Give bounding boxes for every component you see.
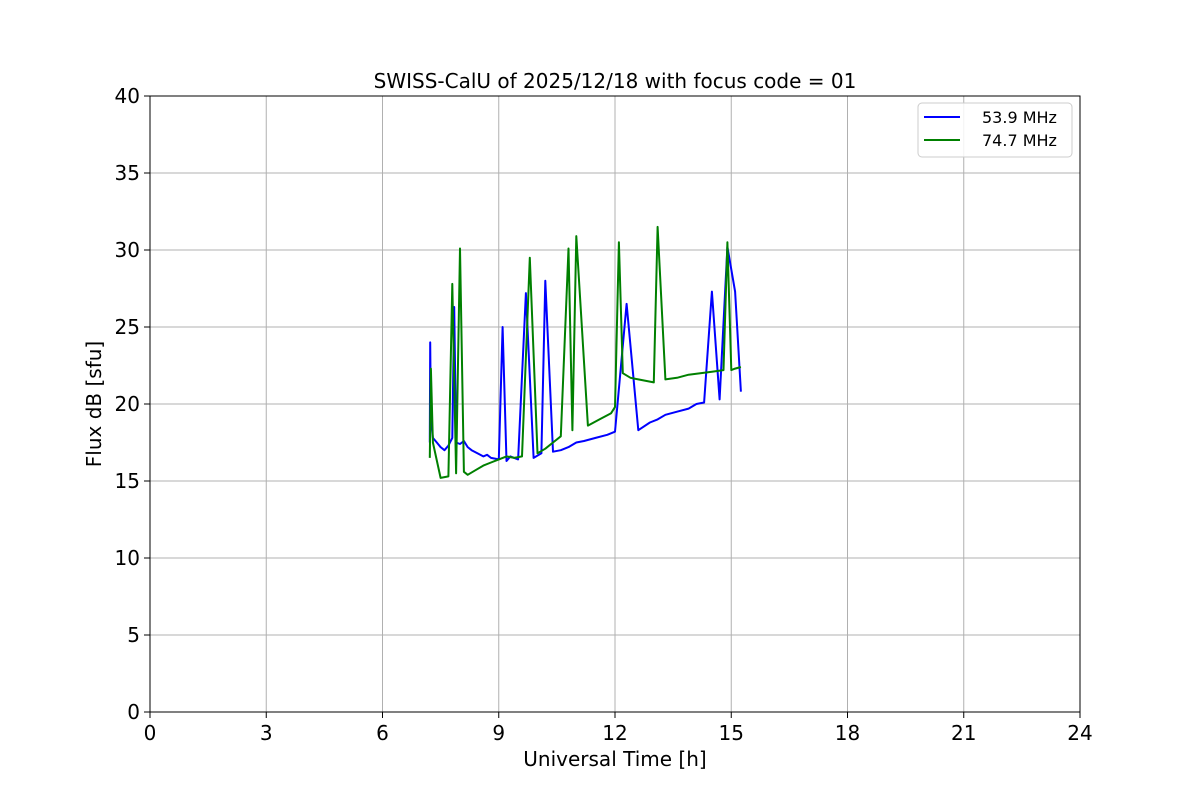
y-tick-label: 20: [115, 392, 140, 416]
y-tick-label: 25: [115, 315, 140, 339]
series-line-74-7-mhz: [428, 225, 742, 479]
y-tick-label: 40: [115, 84, 140, 108]
y-tick-label: 30: [115, 238, 140, 262]
x-tick-label: 18: [835, 721, 860, 745]
y-tick-label: 10: [115, 546, 140, 570]
y-tick-label: 35: [115, 161, 140, 185]
axis-ticks: 0 3 6 9 12 15 18 21 24 0 5 10 15 20 25 30 35 40: [115, 84, 1093, 745]
x-tick-label: 6: [376, 721, 389, 745]
y-tick-label: 0: [127, 700, 140, 724]
chart-title: SWISS-CalU of 2025/12/18 with focus code…: [374, 69, 857, 93]
x-axis-label: Universal Time [h]: [523, 747, 706, 771]
y-tick-label: 15: [115, 469, 140, 493]
series-layer: [428, 225, 742, 479]
x-tick-label: 12: [602, 721, 627, 745]
legend-label-74-7-mhz: 74.7 MHz: [982, 131, 1057, 150]
x-tick-label: 24: [1067, 721, 1092, 745]
y-tick-label: 5: [127, 623, 140, 647]
legend-label-53-9-mhz: 53.9 MHz: [982, 108, 1057, 127]
x-tick-label: 21: [951, 721, 976, 745]
y-axis-label: Flux dB [sfu]: [82, 341, 106, 467]
legend: 53.9 MHz 74.7 MHz: [917, 102, 1073, 158]
x-tick-label: 3: [260, 721, 273, 745]
x-tick-label: 15: [719, 721, 744, 745]
series-line-53-9-mhz: [428, 245, 742, 462]
x-tick-label: 9: [492, 721, 505, 745]
x-tick-label: 0: [144, 721, 157, 745]
